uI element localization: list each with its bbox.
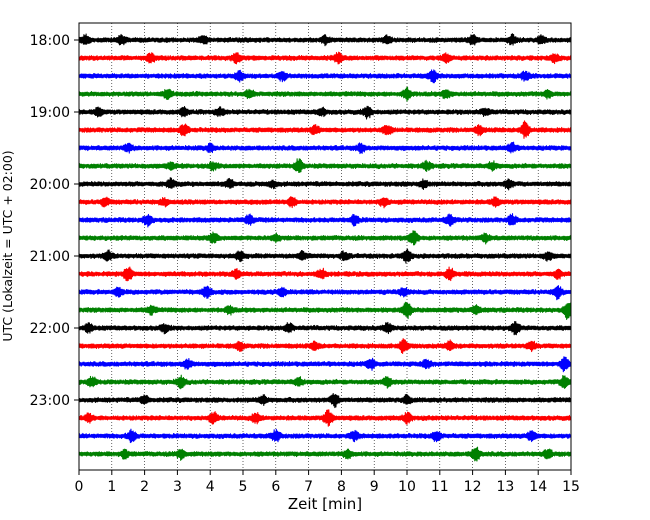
- y-axis-label: UTC (Lokalzeit = UTC + 02:00): [0, 150, 15, 341]
- x-tick-label-8: 8: [337, 479, 346, 495]
- trace-1915: [78, 120, 572, 139]
- trace-2330: [78, 428, 572, 444]
- x-tick-label-4: 4: [206, 479, 215, 495]
- trace-2345: [78, 446, 572, 462]
- x-tick-label-3: 3: [173, 479, 182, 495]
- y-tick-label-2: 20:00: [30, 177, 70, 193]
- x-tick-label-14: 14: [529, 479, 547, 495]
- y-tick-label-3: 21:00: [30, 249, 70, 265]
- trace-1815: [78, 51, 572, 65]
- y-tick-label-5: 23:00: [30, 393, 70, 409]
- x-axis-label: Zeit [min]: [288, 495, 362, 513]
- trace-1845: [78, 86, 572, 102]
- y-tick-label-1: 19:00: [30, 105, 70, 121]
- seismogram-traces: [78, 33, 572, 462]
- x-axis-ticks: 0 1 2 3 4 5 6 7 8 9 10 11 12 13 14 15: [75, 470, 580, 495]
- trace-1830: [78, 69, 572, 84]
- x-tick-label-12: 12: [464, 479, 482, 495]
- trace-2045: [78, 230, 572, 246]
- x-tick-label-10: 10: [398, 479, 416, 495]
- trace-1800: [78, 33, 572, 47]
- x-tick-label-13: 13: [496, 479, 514, 495]
- x-tick-label-6: 6: [271, 479, 280, 495]
- x-tick-label-9: 9: [370, 479, 379, 495]
- trace-2030: [78, 213, 572, 228]
- trace-2145: [78, 301, 572, 321]
- y-axis-ticks: 18:00 19:00 20:00 21:00 22:00 23:00: [30, 33, 79, 409]
- x-tick-label-1: 1: [107, 479, 116, 495]
- y-tick-label-0: 18:00: [30, 33, 70, 49]
- trace-1945: [78, 158, 572, 173]
- x-tick-label-7: 7: [304, 479, 313, 495]
- x-tick-label-5: 5: [239, 479, 248, 495]
- trace-2115: [78, 266, 572, 282]
- x-tick-label-11: 11: [431, 479, 449, 495]
- trace-2015: [78, 196, 572, 209]
- trace-2000: [78, 177, 572, 191]
- x-tick-label-15: 15: [562, 479, 580, 495]
- plot-frame: [78, 22, 572, 471]
- trace-2245: [78, 374, 572, 390]
- y-tick-label-4: 22:00: [30, 321, 70, 337]
- trace-2200: [78, 321, 572, 336]
- x-tick-label-2: 2: [140, 479, 149, 495]
- trace-2215: [78, 338, 572, 355]
- trace-1900: [78, 105, 572, 120]
- trace-2315: [78, 409, 572, 427]
- x-tick-label-0: 0: [75, 479, 84, 495]
- trace-1930: [78, 141, 572, 155]
